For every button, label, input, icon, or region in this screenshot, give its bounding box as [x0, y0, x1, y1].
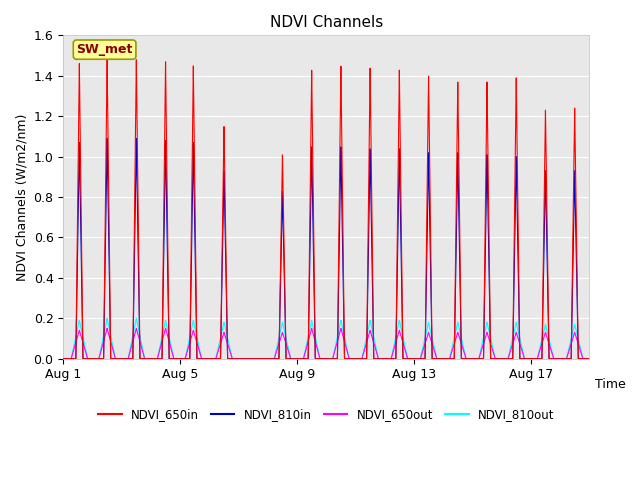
Legend: NDVI_650in, NDVI_810in, NDVI_650out, NDVI_810out: NDVI_650in, NDVI_810in, NDVI_650out, NDV… [93, 403, 559, 426]
Title: NDVI Channels: NDVI Channels [269, 15, 383, 30]
Y-axis label: NDVI Channels (W/m2/nm): NDVI Channels (W/m2/nm) [15, 113, 28, 281]
Text: SW_met: SW_met [76, 43, 133, 56]
Text: Time: Time [595, 378, 625, 391]
